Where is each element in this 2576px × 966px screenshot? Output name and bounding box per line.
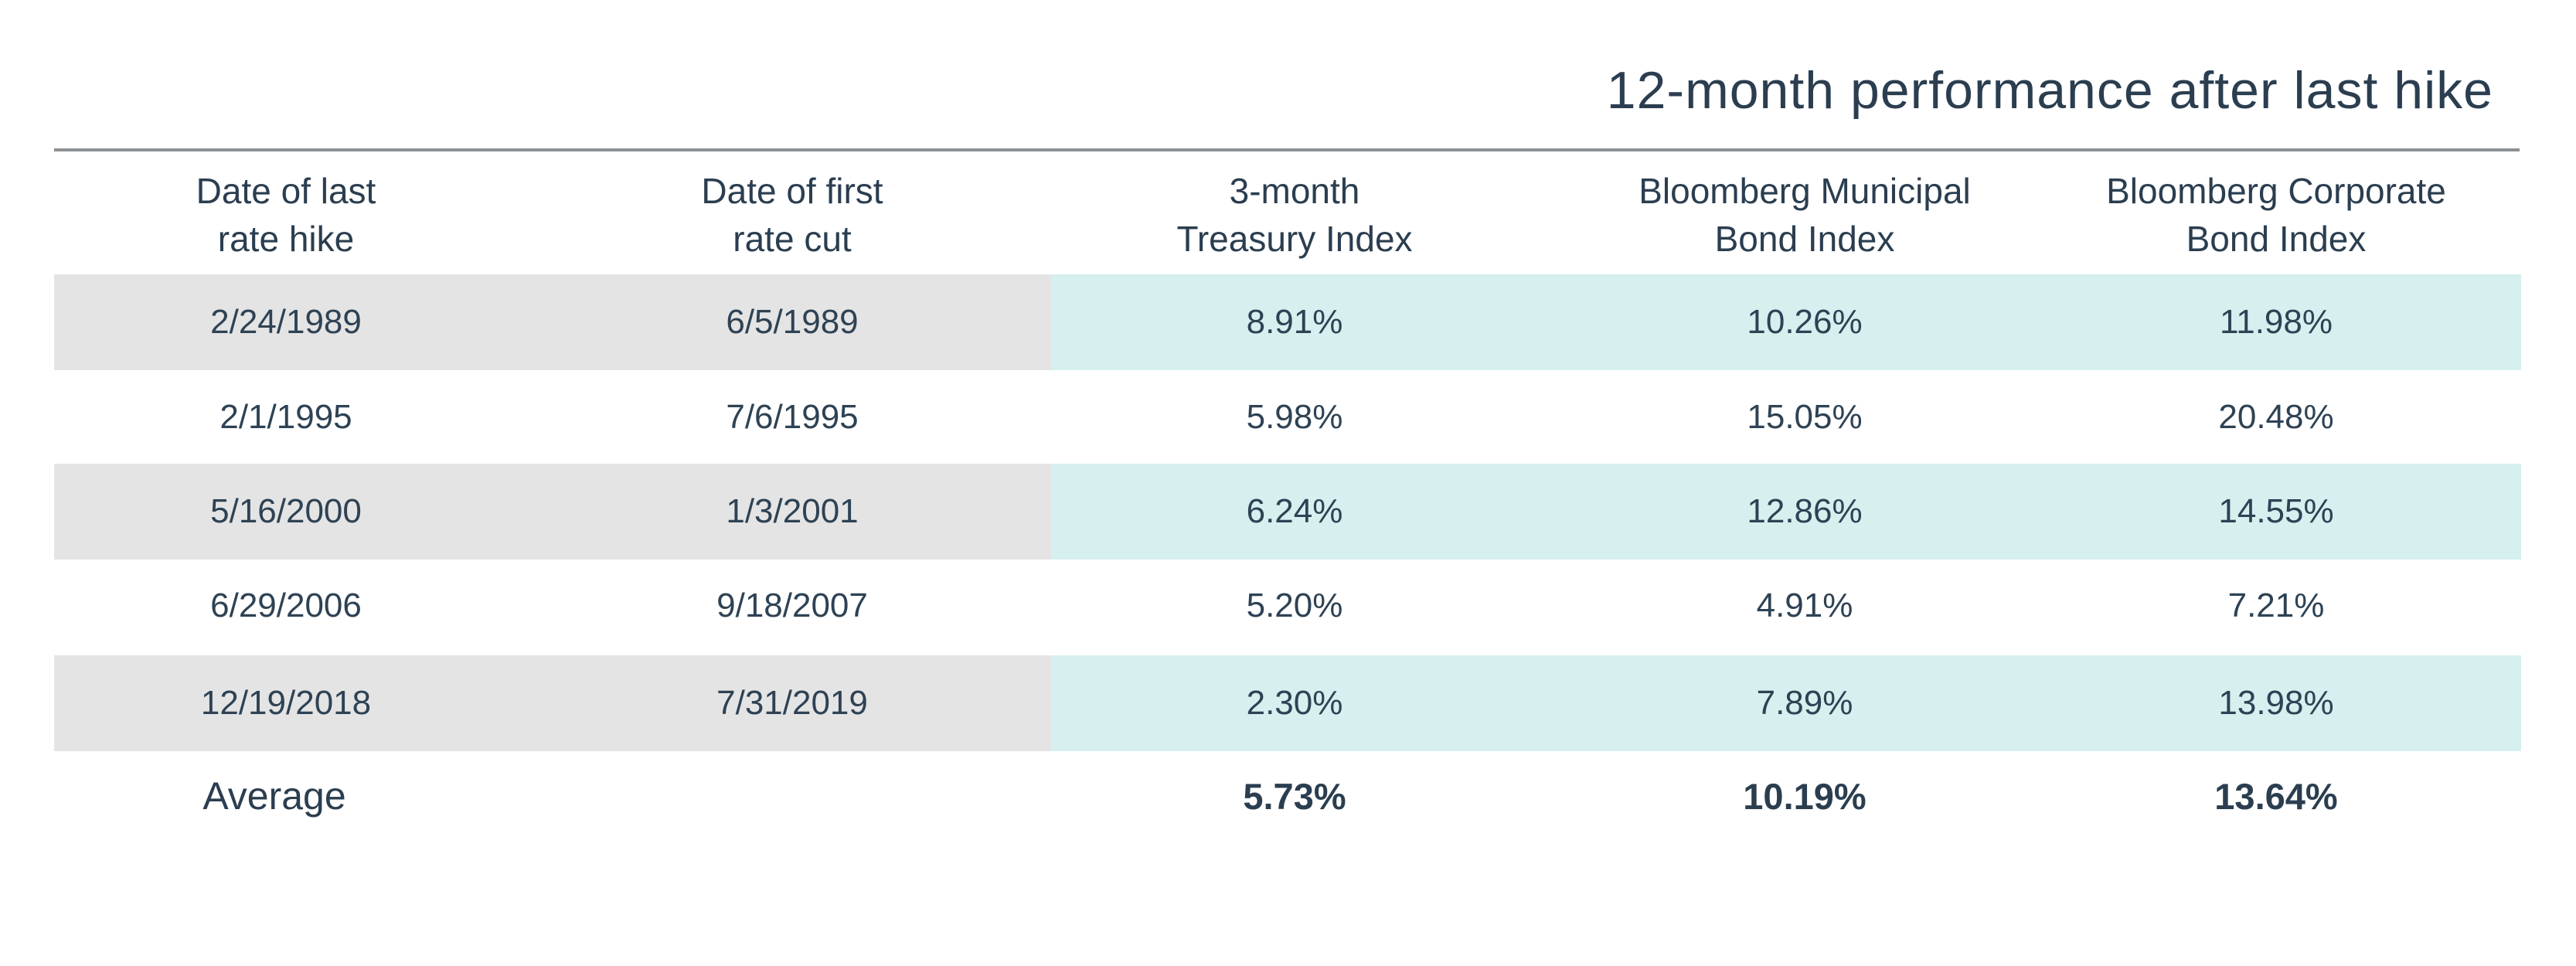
- cell-corporate: 13.98%: [2218, 684, 2334, 722]
- average-corporate: 13.64%: [2214, 775, 2338, 817]
- performance-band: [1051, 464, 2521, 560]
- header-corporate: Bloomberg Corporate Bond Index: [2060, 158, 2493, 270]
- header-last-hike: Date of last rate hike: [70, 158, 502, 270]
- cell-last-hike: 12/19/2018: [200, 684, 372, 722]
- cell-corporate: 11.98%: [2220, 303, 2333, 341]
- performance-band: [1051, 274, 2521, 370]
- performance-band: [1051, 655, 2521, 751]
- average-label: Average: [202, 774, 346, 818]
- cell-last-hike: 5/16/2000: [210, 492, 362, 530]
- cell-first-cut: 7/31/2019: [716, 684, 868, 722]
- cell-last-hike: 2/24/1989: [210, 303, 362, 341]
- cell-municipal: 12.86%: [1747, 492, 1863, 530]
- table-super-title: 12-month performance after last hike: [1606, 61, 2493, 120]
- cell-treasury: 6.24%: [1246, 492, 1343, 530]
- cell-municipal: 10.26%: [1747, 303, 1863, 341]
- cell-treasury: 5.98%: [1246, 398, 1343, 436]
- cell-municipal: 4.91%: [1756, 587, 1853, 624]
- cell-last-hike: 2/1/1995: [219, 398, 352, 436]
- cell-first-cut: 9/18/2007: [716, 587, 868, 624]
- cell-corporate: 14.55%: [2218, 492, 2334, 530]
- cell-treasury: 5.20%: [1246, 587, 1343, 624]
- date-band: [54, 464, 1051, 560]
- date-band: [54, 274, 1051, 370]
- cell-corporate: 7.21%: [2227, 587, 2325, 624]
- date-band: [54, 655, 1051, 751]
- header-line: Date of first: [701, 170, 883, 211]
- cell-treasury: 2.30%: [1246, 684, 1343, 722]
- cell-municipal: 15.05%: [1747, 398, 1863, 436]
- header-line: Bloomberg Municipal: [1638, 170, 1971, 211]
- cell-first-cut: 7/6/1995: [726, 398, 859, 436]
- cell-last-hike: 6/29/2006: [210, 587, 362, 624]
- cell-municipal: 7.89%: [1756, 684, 1853, 722]
- cell-treasury: 8.91%: [1246, 303, 1343, 341]
- header-treasury: 3-month Treasury Index: [1078, 158, 1511, 270]
- header-rule: [54, 148, 2520, 151]
- header-line: Bond Index: [1714, 218, 1895, 259]
- header-municipal: Bloomberg Municipal Bond Index: [1588, 158, 2021, 270]
- cell-first-cut: 6/5/1989: [726, 303, 859, 341]
- header-first-cut: Date of first rate cut: [576, 158, 1009, 270]
- header-line: Bond Index: [2186, 218, 2367, 259]
- header-line: Treasury Index: [1176, 218, 1413, 259]
- header-line: rate cut: [733, 218, 852, 259]
- cell-corporate: 20.48%: [2218, 398, 2334, 436]
- cell-first-cut: 1/3/2001: [726, 492, 859, 530]
- header-line: Bloomberg Corporate: [2106, 170, 2446, 211]
- header-line: Date of last: [196, 170, 376, 211]
- header-line: 3-month: [1229, 170, 1360, 211]
- header-line: rate hike: [217, 218, 355, 259]
- average-treasury: 5.73%: [1243, 775, 1346, 817]
- average-municipal: 10.19%: [1743, 775, 1866, 817]
